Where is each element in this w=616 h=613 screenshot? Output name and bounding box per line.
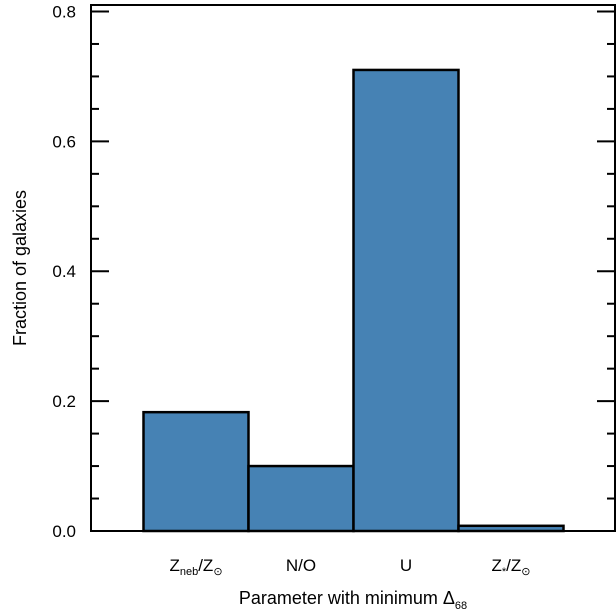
x-category-label-1: Zneb/Z⊙ [169,556,222,578]
x-category-label-4: Z*/Z⊙ [492,556,531,578]
y-tick-label-2: 0.2 [52,392,76,411]
plot-frame [90,4,616,532]
x-axis-label-sub: 68 [455,600,467,612]
x-category-label-3: U [400,556,412,575]
y-tick-labels-group: 0.0 0.2 0.4 0.6 0.8 [52,2,76,541]
x-axis-label-main: Parameter with minimum Δ [239,588,455,608]
y-axis-label: Fraction of galaxies [10,190,30,346]
y-tick-label-4: 0.6 [52,132,76,151]
bars-group [142,68,565,533]
x-category-labels-group: Zneb/Z⊙ N/O U Z*/Z⊙ [169,556,530,578]
bar-3 [352,68,460,533]
x-axis-label: Parameter with minimum Δ68 [239,588,467,612]
x-category-label-2: N/O [286,556,316,575]
bar-2 [247,464,355,533]
y-tick-label-5: 0.8 [52,2,76,21]
y-ticks-group [91,10,615,532]
y-tick-label-3: 0.4 [52,262,76,281]
y-tick-label-1: 0.0 [52,522,76,541]
bar-1 [142,410,250,533]
